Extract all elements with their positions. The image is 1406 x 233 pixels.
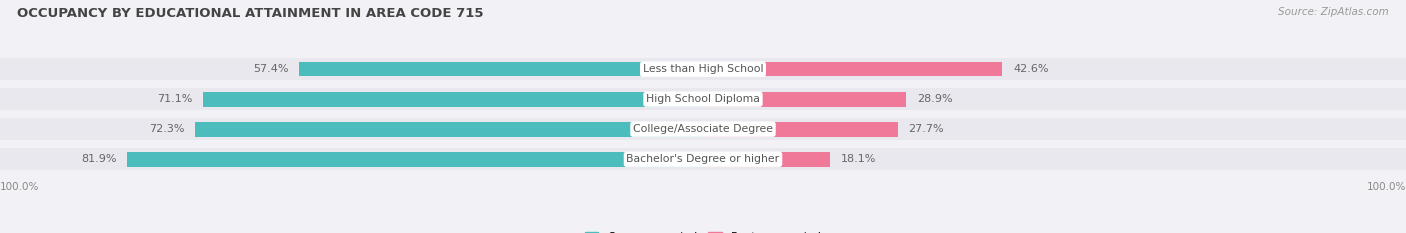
Bar	[703, 118, 1406, 140]
Text: 27.7%: 27.7%	[908, 124, 943, 134]
Text: 72.3%: 72.3%	[149, 124, 184, 134]
Text: OCCUPANCY BY EDUCATIONAL ATTAINMENT IN AREA CODE 715: OCCUPANCY BY EDUCATIONAL ATTAINMENT IN A…	[17, 7, 484, 20]
Text: High School Diploma: High School Diploma	[647, 94, 759, 104]
Text: 57.4%: 57.4%	[253, 64, 290, 74]
Bar	[299, 62, 703, 76]
Bar	[194, 122, 703, 137]
Text: 100.0%: 100.0%	[0, 182, 39, 192]
Bar	[0, 88, 703, 110]
Bar	[204, 92, 703, 106]
Bar	[703, 92, 907, 106]
Text: College/Associate Degree: College/Associate Degree	[633, 124, 773, 134]
Bar	[127, 152, 703, 167]
Legend: Owner-occupied, Renter-occupied: Owner-occupied, Renter-occupied	[581, 227, 825, 233]
Text: Less than High School: Less than High School	[643, 64, 763, 74]
Bar	[0, 118, 703, 140]
Bar	[703, 58, 1406, 80]
Text: 18.1%: 18.1%	[841, 154, 876, 164]
Bar	[703, 62, 1002, 76]
Text: 28.9%: 28.9%	[917, 94, 952, 104]
Text: 42.6%: 42.6%	[1012, 64, 1049, 74]
Text: 81.9%: 81.9%	[82, 154, 117, 164]
Bar	[703, 122, 898, 137]
Text: Source: ZipAtlas.com: Source: ZipAtlas.com	[1278, 7, 1389, 17]
Text: Bachelor's Degree or higher: Bachelor's Degree or higher	[627, 154, 779, 164]
Bar	[703, 88, 1406, 110]
Text: 100.0%: 100.0%	[1367, 182, 1406, 192]
Bar	[0, 148, 703, 170]
Text: 71.1%: 71.1%	[157, 94, 193, 104]
Bar	[0, 58, 703, 80]
Bar	[703, 148, 1406, 170]
Bar	[703, 152, 830, 167]
